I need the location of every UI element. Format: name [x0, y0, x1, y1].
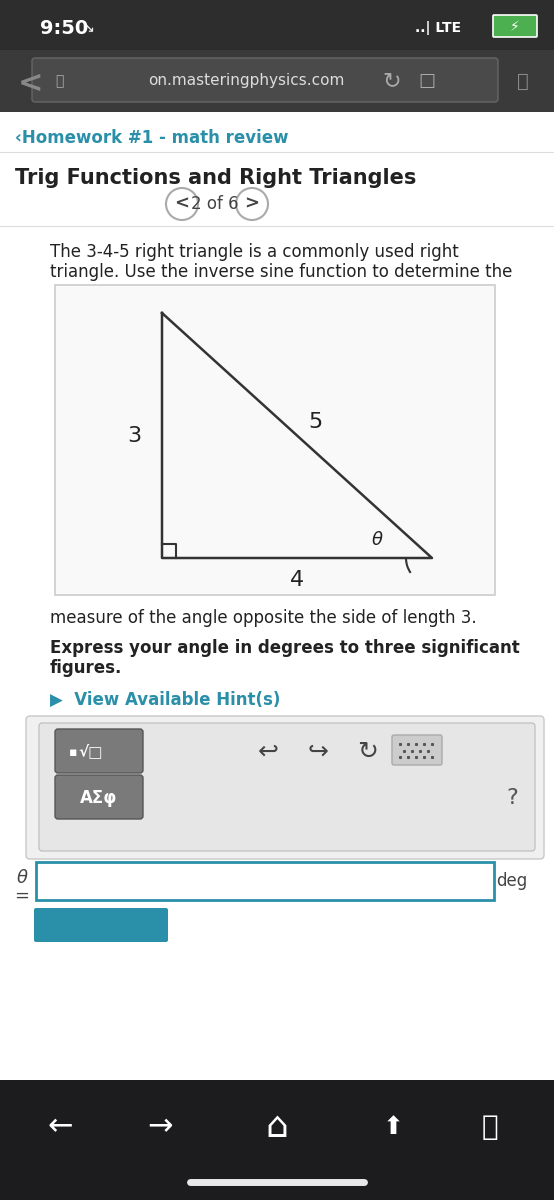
FancyBboxPatch shape: [55, 284, 495, 595]
FancyBboxPatch shape: [0, 112, 554, 1080]
Text: >: >: [244, 194, 259, 214]
Text: θ: θ: [17, 869, 28, 887]
Text: ↩: ↩: [258, 740, 279, 764]
Text: triangle. Use the inverse sine function to determine the: triangle. Use the inverse sine function …: [50, 263, 512, 281]
Text: ΑΣφ: ΑΣφ: [80, 790, 117, 806]
Text: ↻: ↻: [382, 71, 401, 91]
FancyBboxPatch shape: [55, 775, 143, 818]
Text: ⬆: ⬆: [382, 1115, 403, 1139]
Text: ?: ?: [506, 788, 518, 808]
Text: 🔒: 🔒: [55, 74, 63, 88]
FancyBboxPatch shape: [36, 862, 494, 900]
Text: ⌂: ⌂: [265, 1110, 289, 1144]
Text: □: □: [418, 72, 435, 90]
Text: 3: 3: [127, 426, 141, 445]
Text: 4: 4: [290, 570, 304, 590]
Text: measure of the angle opposite the side of length 3.: measure of the angle opposite the side o…: [50, 608, 476, 626]
Text: ↪: ↪: [307, 740, 329, 764]
Text: θ: θ: [372, 530, 382, 550]
Text: →: →: [78, 19, 96, 37]
Text: deg: deg: [496, 872, 527, 890]
Text: 👤: 👤: [517, 72, 529, 90]
Text: √□: √□: [79, 744, 103, 760]
FancyBboxPatch shape: [0, 0, 554, 50]
Text: 9:50: 9:50: [40, 18, 88, 37]
FancyBboxPatch shape: [34, 908, 168, 942]
FancyBboxPatch shape: [55, 728, 143, 773]
Text: ⧉: ⧉: [481, 1114, 498, 1141]
Text: 5: 5: [308, 412, 322, 432]
Circle shape: [166, 188, 198, 220]
Text: ‹Homework #1 - math review: ‹Homework #1 - math review: [15, 128, 289, 146]
Text: 2 of 6: 2 of 6: [191, 194, 239, 214]
Text: figures.: figures.: [50, 659, 122, 677]
Text: ⚡: ⚡: [510, 20, 520, 34]
FancyBboxPatch shape: [39, 722, 535, 851]
Text: Express your angle in degrees to three significant: Express your angle in degrees to three s…: [50, 638, 520, 658]
Text: →: →: [147, 1112, 173, 1141]
FancyBboxPatch shape: [32, 58, 498, 102]
FancyBboxPatch shape: [0, 1080, 554, 1200]
Text: Trig Functions and Right Triangles: Trig Functions and Right Triangles: [15, 168, 417, 188]
Text: ▪: ▪: [69, 745, 77, 758]
Text: <: <: [175, 194, 189, 214]
Text: <: <: [18, 68, 44, 97]
Text: The 3-4-5 right triangle is a commonly used right: The 3-4-5 right triangle is a commonly u…: [50, 242, 459, 260]
Text: ..| LTE: ..| LTE: [415, 20, 461, 35]
Text: =: =: [14, 887, 29, 905]
Circle shape: [236, 188, 268, 220]
Text: on.masteringphysics.com: on.masteringphysics.com: [148, 73, 345, 89]
FancyBboxPatch shape: [0, 50, 554, 112]
FancyBboxPatch shape: [493, 14, 537, 37]
FancyBboxPatch shape: [392, 734, 442, 766]
Text: ▶  View Available Hint(s): ▶ View Available Hint(s): [50, 691, 280, 709]
Text: ←: ←: [47, 1112, 73, 1141]
FancyBboxPatch shape: [26, 716, 544, 859]
Text: ↻: ↻: [357, 740, 378, 764]
